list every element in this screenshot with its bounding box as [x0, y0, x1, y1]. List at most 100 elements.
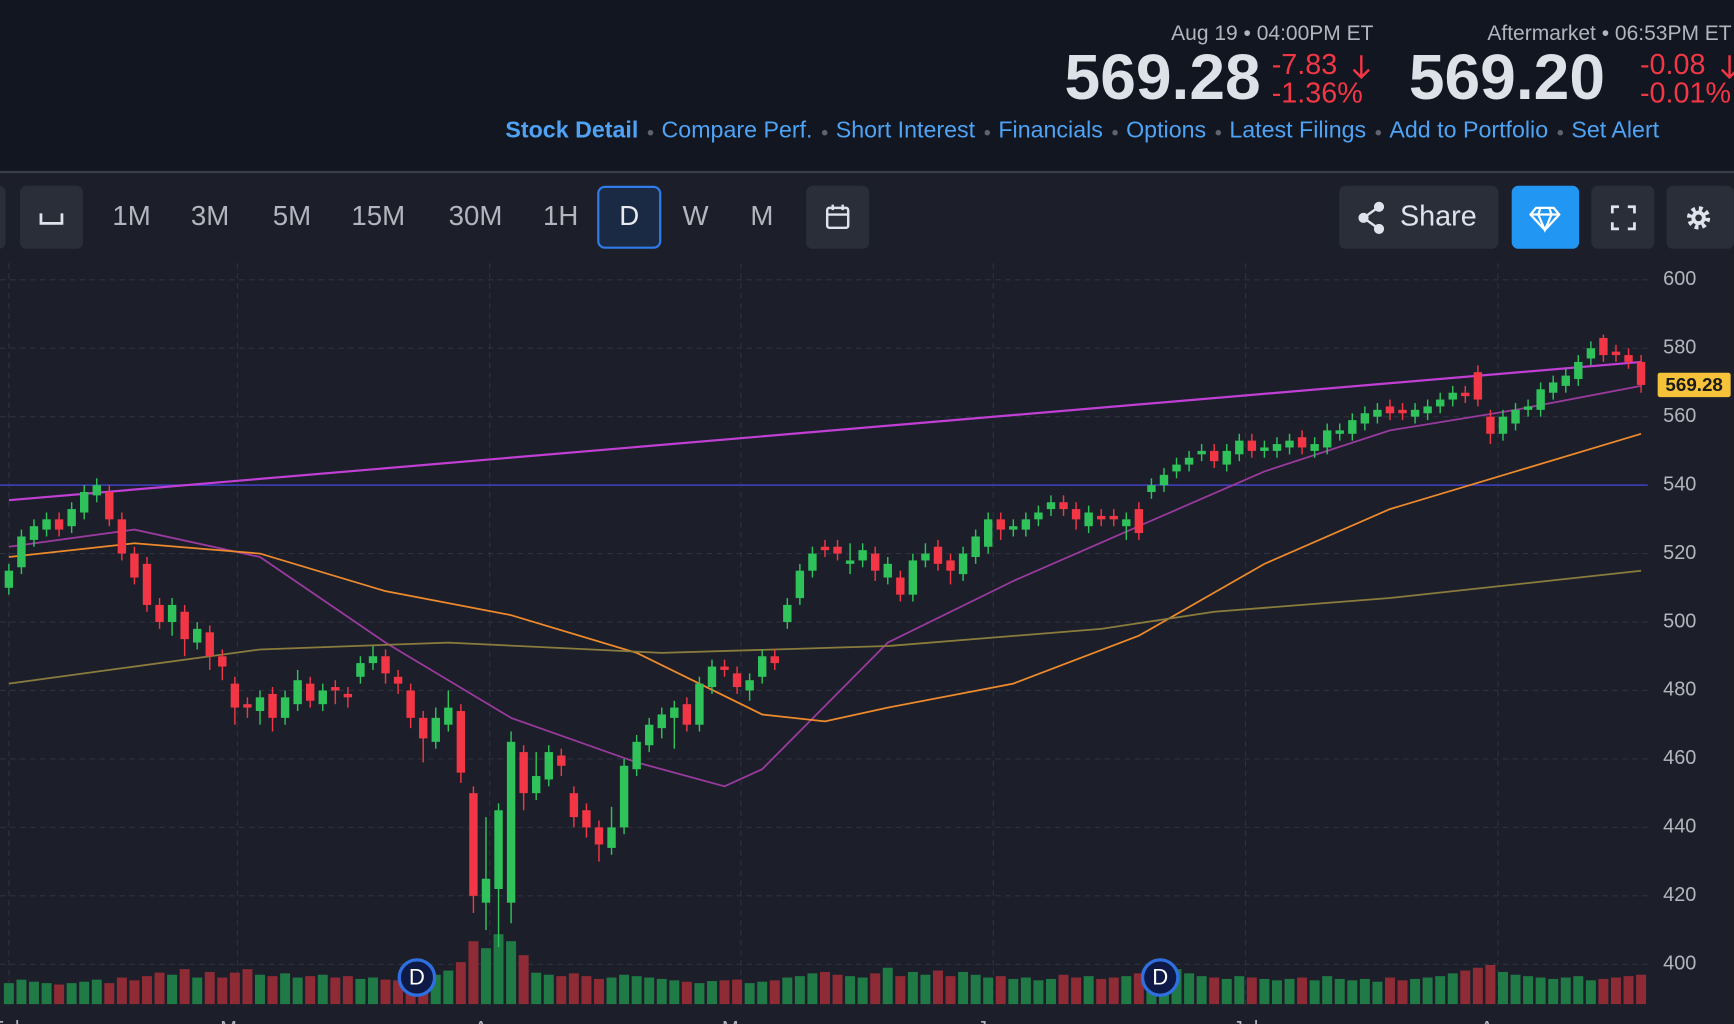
nav-link[interactable]: Short Interest	[836, 117, 976, 143]
volume-bar	[1623, 976, 1634, 1005]
candle-body	[117, 519, 127, 554]
interval-button[interactable]: W	[683, 200, 709, 231]
nav-link[interactable]: Set Alert	[1571, 117, 1659, 143]
selected-interval[interactable]	[597, 185, 662, 249]
nav-link[interactable]: Add to Portfolio	[1389, 117, 1548, 143]
volume-bar	[305, 976, 316, 1005]
candle-body	[1071, 509, 1081, 520]
interval-button[interactable]: D	[619, 200, 639, 231]
candle-body	[356, 663, 365, 677]
volume-bar	[1334, 978, 1345, 1005]
separator	[647, 129, 654, 136]
dividend-marker[interactable]	[397, 958, 437, 997]
candle-body	[544, 752, 553, 780]
candle-body	[243, 704, 252, 708]
volume-bar	[1523, 976, 1534, 1005]
nav-link[interactable]: Options	[1126, 117, 1206, 143]
volume-bar	[443, 970, 454, 1005]
fullscreen-button[interactable]	[1591, 185, 1655, 249]
interval-button[interactable]: 3M	[191, 200, 229, 231]
candle-body	[1084, 512, 1093, 527]
candle-body	[1184, 457, 1194, 465]
candle-body	[481, 878, 491, 903]
volume-bar	[116, 977, 127, 1005]
candle-body	[155, 604, 164, 623]
volume-bar	[920, 974, 931, 1005]
candle-body	[1322, 430, 1332, 448]
separator	[821, 129, 828, 136]
volume-bar	[167, 974, 178, 1005]
candle-body	[142, 563, 152, 605]
candle-body	[532, 776, 541, 794]
nav-link[interactable]: Financials	[998, 117, 1103, 143]
volume-bar	[330, 977, 341, 1005]
volume-bar	[1246, 977, 1257, 1005]
y-tick-label: 400	[1663, 953, 1696, 975]
volume-bar	[983, 977, 994, 1005]
volume-bar	[1447, 973, 1458, 1005]
dividend-label: D	[1152, 965, 1168, 990]
volume-bar	[154, 972, 165, 1005]
volume-bar	[870, 973, 881, 1005]
volume-bar	[129, 980, 140, 1005]
calendar-button[interactable]	[806, 185, 870, 249]
candle-body	[645, 724, 654, 746]
interval-button[interactable]: 30M	[449, 200, 503, 231]
candle-body	[42, 519, 51, 530]
volume-bar	[1347, 980, 1358, 1005]
volume-bar	[1585, 980, 1596, 1005]
candle-body	[783, 604, 792, 623]
interval-button[interactable]: M	[750, 200, 773, 231]
x-tick-label: Jul	[1233, 1018, 1258, 1024]
nav-link[interactable]: Compare Perf.	[662, 117, 813, 143]
candle-body	[1285, 440, 1294, 448]
candle-body	[594, 827, 604, 845]
interval-button[interactable]: 15M	[351, 200, 405, 231]
toolbar-button[interactable]	[0, 185, 6, 249]
volume-bar	[1573, 976, 1584, 1005]
volume-bar	[782, 977, 793, 1005]
volume-bar	[1485, 964, 1496, 1005]
dividend-label: D	[409, 965, 425, 990]
candle-body	[695, 683, 704, 725]
volume-bar	[179, 969, 190, 1005]
candle-body	[4, 570, 14, 588]
volume-bar	[91, 979, 102, 1005]
separator	[1215, 129, 1222, 136]
y-tick-label: 480	[1663, 679, 1696, 701]
candle-body	[858, 550, 867, 561]
candle-body	[368, 656, 378, 664]
candle-body	[1034, 512, 1043, 520]
candle-body	[419, 717, 428, 739]
candle-body	[17, 536, 26, 568]
candle-body	[444, 707, 453, 725]
candle-body	[1574, 361, 1583, 380]
volume-bar	[581, 976, 592, 1005]
last-price-label: 569.28	[1665, 374, 1722, 395]
separator	[1112, 129, 1118, 136]
candle-body	[431, 717, 440, 742]
volume-bar	[1598, 978, 1609, 1005]
icon	[1361, 205, 1380, 230]
interval-button[interactable]: 1M	[112, 200, 150, 231]
interval-button[interactable]: 1H	[543, 200, 578, 231]
volume-bar	[1610, 977, 1621, 1005]
candle-body	[946, 560, 955, 571]
down-arrow	[1720, 55, 1734, 80]
volume-bar	[707, 981, 717, 1005]
volume-bar	[656, 978, 667, 1005]
nav-link[interactable]: Stock Detail	[505, 117, 638, 143]
calendar-icon	[825, 204, 850, 230]
candle-body	[720, 666, 729, 670]
y-tick-label: 520	[1663, 542, 1696, 564]
volume-bar	[1058, 974, 1069, 1005]
candle-body	[1172, 464, 1181, 472]
toolbar-button[interactable]	[19, 185, 83, 249]
volume-bar	[481, 948, 491, 1005]
volume-bar	[455, 962, 466, 1005]
interval-button[interactable]: 5M	[273, 200, 311, 231]
volume-bar	[229, 972, 240, 1005]
premium-button[interactable]	[1511, 185, 1580, 249]
nav-link[interactable]: Latest Filings	[1229, 117, 1366, 143]
dividend-marker[interactable]	[1140, 958, 1180, 997]
